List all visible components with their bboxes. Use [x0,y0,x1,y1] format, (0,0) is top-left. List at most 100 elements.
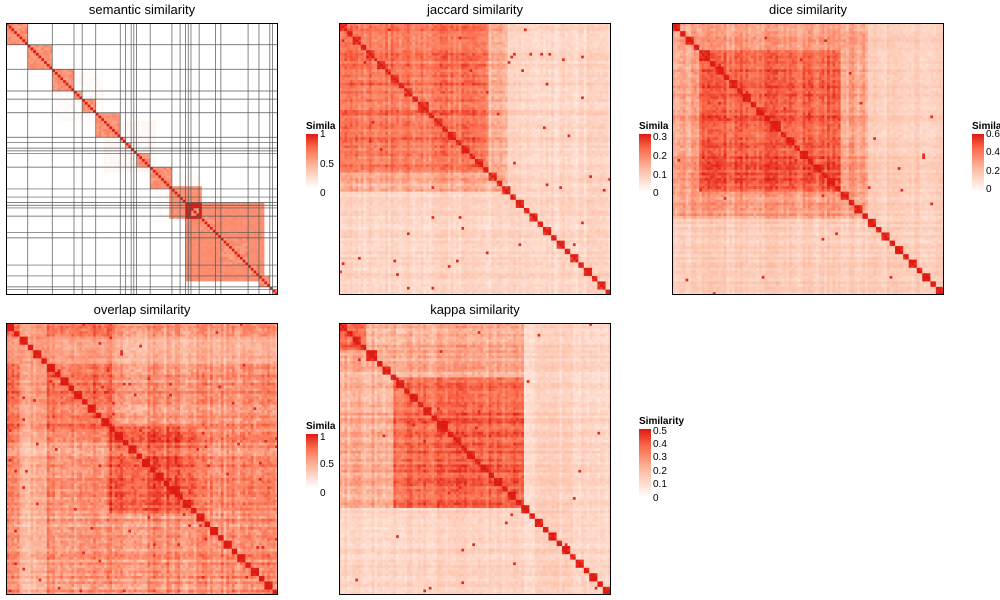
heatmap-cell [150,61,154,65]
heatmap-cell [27,25,31,29]
heatmap-cell [229,23,233,27]
heatmap-cell [114,131,118,135]
heatmap-cell [101,129,105,133]
heatmap-cell [174,153,178,157]
heatmap-cell [27,120,31,124]
heatmap-cell [142,39,146,43]
heatmap-cell [231,36,235,40]
heatmap-cell [38,129,42,133]
heatmap-cell [79,123,83,127]
heatmap-cell [128,55,132,59]
heatmap-cell [35,23,39,27]
heatmap-cell [144,82,148,86]
heatmap-cell [161,50,165,54]
heatmap-cell [25,134,29,138]
heatmap-cell [106,23,110,27]
heatmap-cell [52,63,56,67]
heatmap-cell [68,101,72,105]
heatmap-cell [74,28,78,32]
heatmap-cell [6,85,10,89]
heatmap-cell [122,61,126,65]
heatmap-cell [41,153,45,157]
heatmap-cell [226,91,230,95]
heatmap-cell [207,96,211,100]
heatmap-cell [71,148,75,152]
heatmap-cell [44,52,48,56]
heatmap-cell [44,74,48,78]
heatmap-cell [30,134,34,138]
heatmap-cell [185,145,189,149]
heatmap-cell [76,131,80,135]
heatmap-cell [171,77,175,81]
heatmap-cell [128,44,132,48]
heatmap-cell [267,139,271,143]
heatmap-cell [196,99,200,103]
heatmap-cell [158,91,162,95]
heatmap-cell [46,134,50,138]
heatmap-cell [90,80,94,84]
heatmap-cell [188,82,192,86]
heatmap-cell [16,39,20,43]
heatmap-cell [68,148,72,152]
heatmap-cell [264,153,268,157]
heatmap-cell [44,50,48,54]
heatmap-cell [25,31,29,35]
heatmap-cell [79,118,83,122]
heatmap-cell [190,71,194,75]
heatmap-cell [269,137,273,141]
heatmap-cell [264,69,268,73]
heatmap-cell [117,139,121,143]
heatmap-cell [131,118,135,122]
heatmap-cell [52,52,56,56]
heatmap-cell [250,156,254,160]
heatmap-cell [6,36,10,40]
heatmap-cell [57,112,61,116]
heatmap-cell [33,74,37,78]
heatmap-cell [117,134,121,138]
heatmap-cell [210,82,214,86]
heatmap-cell [76,112,80,116]
heatmap-cell [275,107,278,111]
heatmap-cell [231,33,235,37]
heatmap-cell [201,77,205,81]
heatmap-cell [112,93,116,97]
heatmap-cell [14,77,18,81]
heatmap-cell [30,63,34,67]
heatmap-cell [212,145,216,149]
heatmap-cell [38,25,42,29]
heatmap-cell [57,137,61,141]
heatmap-cell [95,80,99,84]
heatmap-cell [245,55,249,59]
heatmap-cell [188,69,192,73]
heatmap-cell [54,107,58,111]
heatmap-cell [204,69,208,73]
heatmap-cell [226,101,230,105]
heatmap-cell [60,36,64,40]
heatmap-cell [133,50,137,54]
heatmap-cell [188,52,192,56]
heatmap-cell [74,47,78,51]
heatmap-cell [8,96,12,100]
heatmap-cell [44,77,48,81]
heatmap-cell [133,33,137,37]
heatmap-cell [93,137,97,141]
heatmap-cell [125,142,129,146]
heatmap-cell [76,142,80,146]
heatmap-cell [226,123,230,127]
heatmap-cell [201,107,205,111]
heatmap-cell [136,77,140,81]
heatmap-cell [103,63,107,67]
heatmap-cell [33,148,37,152]
heatmap-cell [112,31,116,35]
heatmap-cell [155,25,159,29]
heatmap-cell [52,91,56,95]
heatmap-cell [8,118,12,122]
heatmap-cell [212,63,216,67]
heatmap-cell [174,134,178,138]
heatmap-cell [33,77,37,81]
heatmap-cell [258,91,262,95]
heatmap-cell [60,156,64,160]
heatmap-cell [229,156,233,160]
heatmap-cell [242,118,246,122]
heatmap-cell [220,118,224,122]
